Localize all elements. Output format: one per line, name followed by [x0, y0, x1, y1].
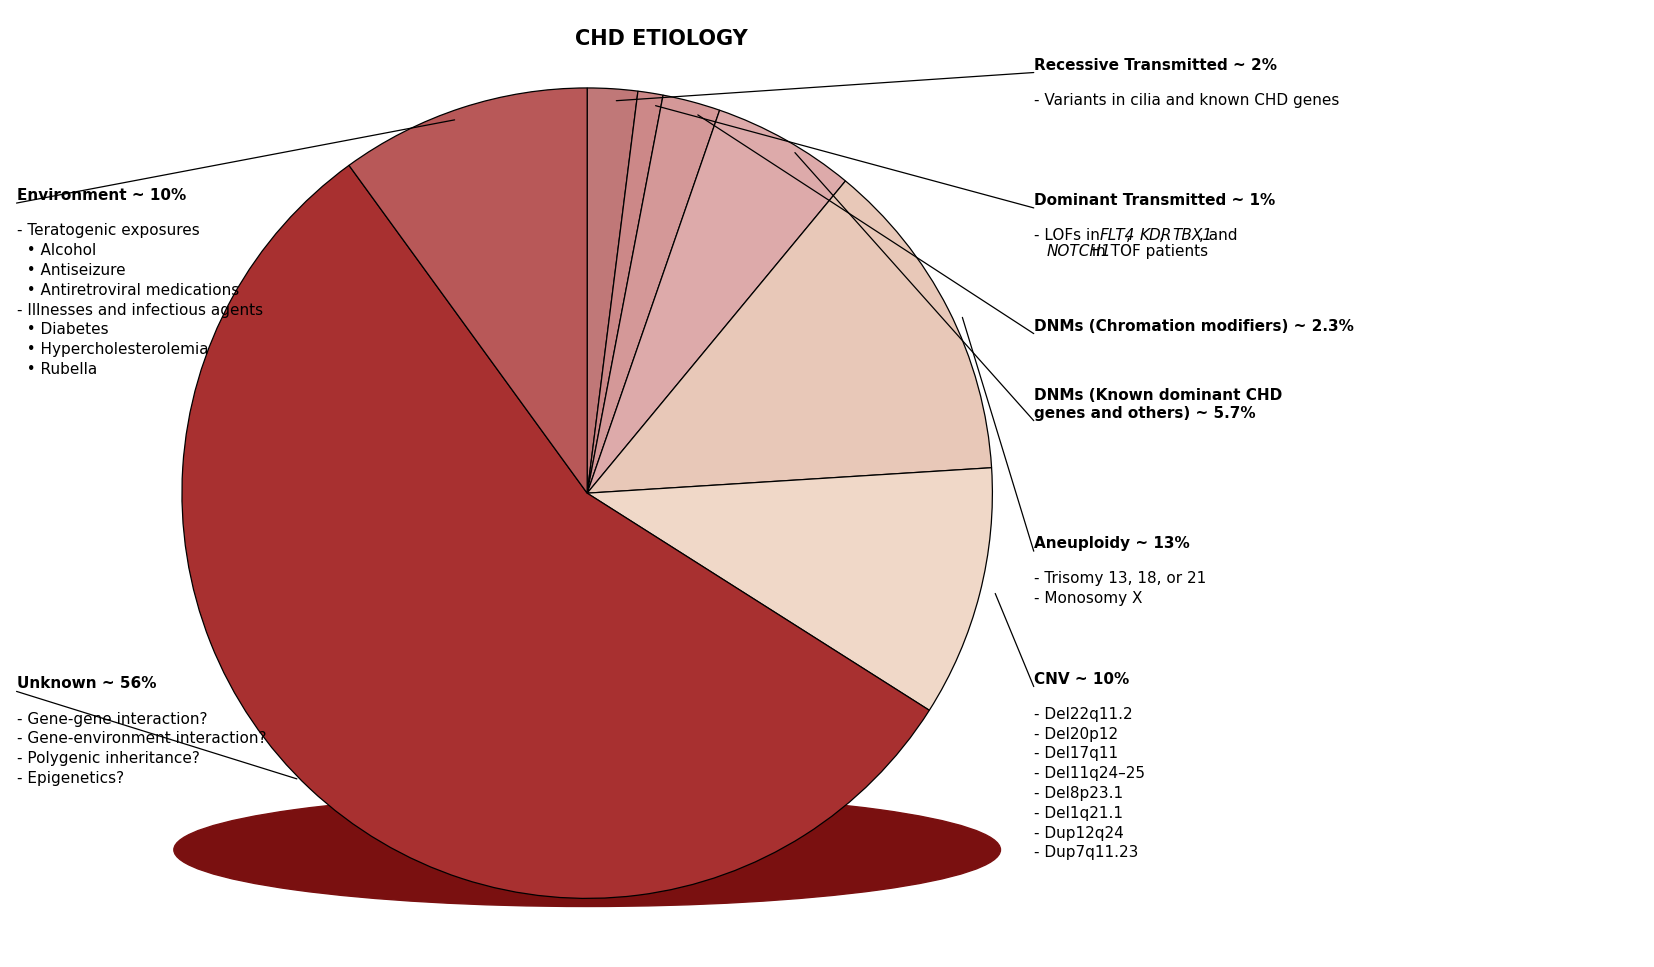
Text: Recessive Transmitted ~ 2%: Recessive Transmitted ~ 2%: [1034, 57, 1277, 73]
Wedge shape: [349, 88, 587, 493]
Text: KDR: KDR: [1140, 228, 1171, 243]
Wedge shape: [587, 110, 845, 493]
Text: ,: ,: [1159, 228, 1169, 243]
Text: CNV ~ 10%: CNV ~ 10%: [1034, 671, 1130, 687]
Wedge shape: [587, 468, 992, 711]
Text: Environment ~ 10%: Environment ~ 10%: [17, 188, 185, 203]
Wedge shape: [182, 165, 930, 898]
Text: NOTCH1: NOTCH1: [1047, 244, 1111, 258]
Wedge shape: [587, 181, 992, 493]
Text: - Teratogenic exposures
  • Alcohol
  • Antiseizure
  • Antiretroviral medicatio: - Teratogenic exposures • Alcohol • Anti…: [17, 223, 263, 377]
Wedge shape: [587, 88, 638, 493]
Text: Dominant Transmitted ~ 1%: Dominant Transmitted ~ 1%: [1034, 192, 1275, 208]
Text: in TOF patients: in TOF patients: [1087, 244, 1207, 258]
Text: ,: ,: [1126, 228, 1136, 243]
Text: - LOFs in: - LOFs in: [1034, 228, 1105, 243]
Wedge shape: [587, 95, 719, 493]
Text: , and: , and: [1199, 228, 1237, 243]
Text: CHD ETIOLOGY: CHD ETIOLOGY: [576, 29, 748, 49]
Text: TBX1: TBX1: [1173, 228, 1212, 243]
Text: - Variants in cilia and known CHD genes: - Variants in cilia and known CHD genes: [1034, 93, 1340, 107]
Text: - Gene-gene interaction?
- Gene-environment interaction?
- Polygenic inheritance: - Gene-gene interaction? - Gene-environm…: [17, 712, 266, 786]
Text: FLT4: FLT4: [1100, 228, 1135, 243]
Text: DNMs (Known dominant CHD
genes and others) ~ 5.7%: DNMs (Known dominant CHD genes and other…: [1034, 388, 1282, 421]
Text: - Del22q11.2
- Del20p12
- Del17q11
- Del11q24–25
- Del8p23.1
- Del1q21.1
- Dup12: - Del22q11.2 - Del20p12 - Del17q11 - Del…: [1034, 707, 1145, 861]
Text: DNMs (Chromation modifiers) ~ 2.3%: DNMs (Chromation modifiers) ~ 2.3%: [1034, 318, 1353, 334]
Text: - Trisomy 13, 18, or 21
- Monosomy X: - Trisomy 13, 18, or 21 - Monosomy X: [1034, 571, 1206, 606]
Text: Aneuploidy ~ 13%: Aneuploidy ~ 13%: [1034, 536, 1189, 551]
Ellipse shape: [174, 793, 1001, 906]
Text: Unknown ~ 56%: Unknown ~ 56%: [17, 676, 155, 691]
Wedge shape: [587, 91, 663, 493]
